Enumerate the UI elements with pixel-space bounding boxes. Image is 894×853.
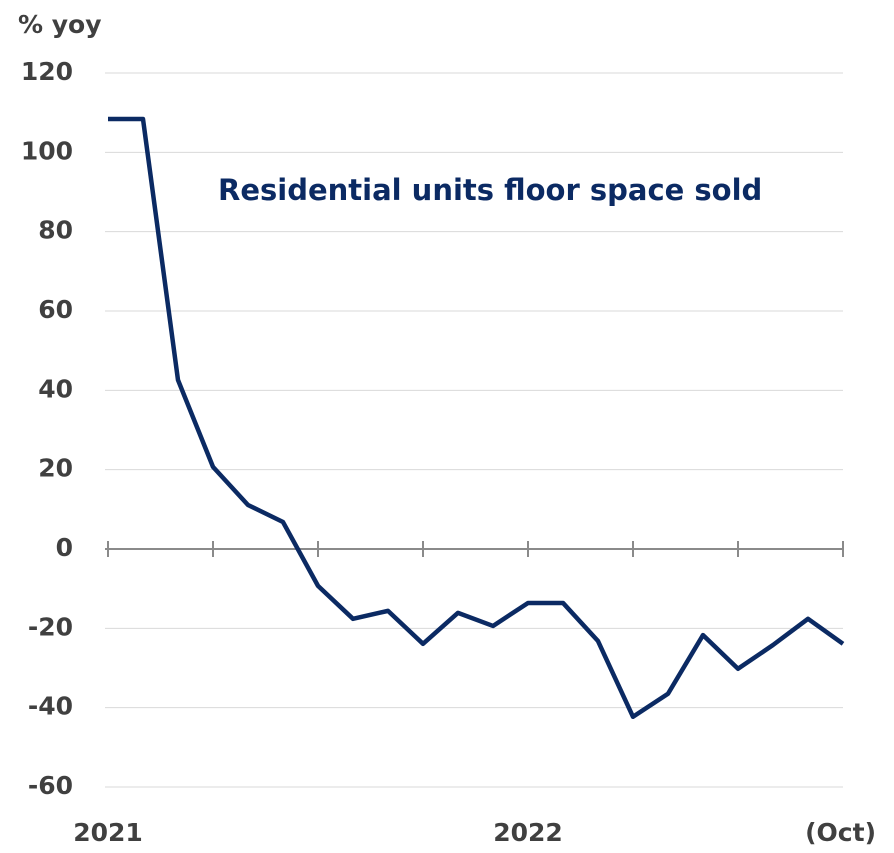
y-tick-label: 0 bbox=[56, 533, 73, 562]
x-tick-label: 2022 bbox=[493, 818, 563, 847]
series-line bbox=[108, 116, 845, 720]
y-tick-label: 80 bbox=[38, 216, 73, 245]
y-tick-label: -40 bbox=[28, 692, 73, 721]
x-tick-label: 2021 bbox=[73, 818, 143, 847]
annotation: Residential units floor space sold bbox=[218, 173, 762, 207]
y-tick-label: -20 bbox=[28, 612, 73, 641]
y-tick-label: 20 bbox=[38, 454, 73, 483]
y-tick-label: 120 bbox=[21, 57, 73, 86]
y-tick-label: 100 bbox=[21, 136, 73, 165]
y-tick-label: -60 bbox=[28, 771, 73, 800]
y-tick-label: 60 bbox=[38, 295, 73, 324]
y-axis-label: % yoy bbox=[18, 10, 102, 39]
y-tick-label: 40 bbox=[38, 374, 73, 403]
x-tick-label: (Oct) bbox=[805, 818, 876, 847]
